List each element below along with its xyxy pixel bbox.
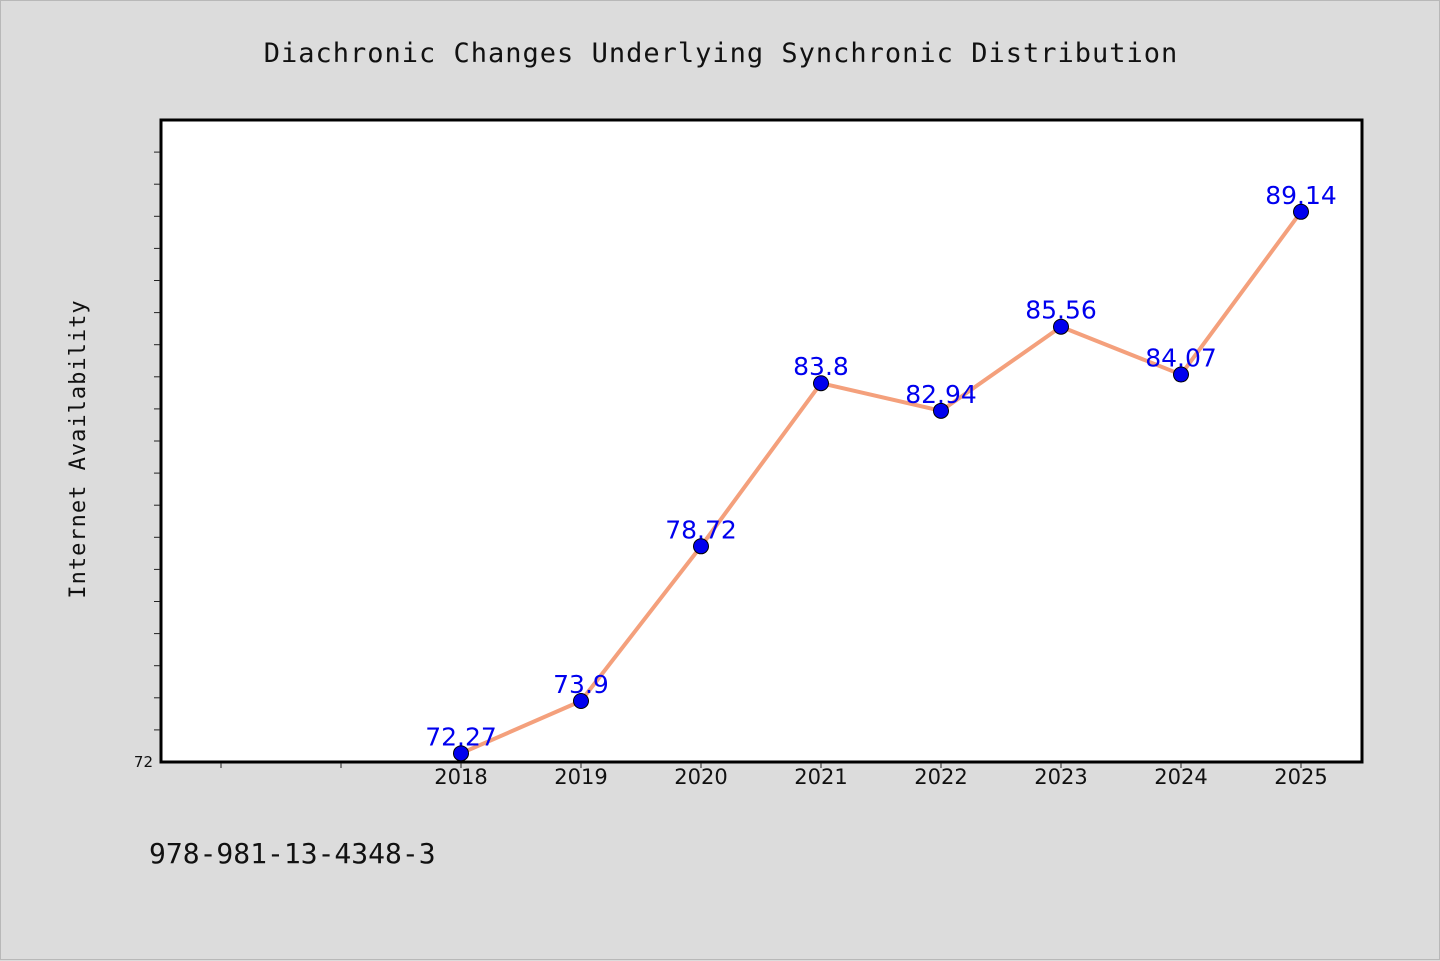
x-tick-label-2021: 2021 (794, 765, 847, 789)
x-tick-label-2023: 2023 (1034, 765, 1087, 789)
data-point-2021 (813, 375, 829, 392)
plot-area (159, 118, 1364, 764)
data-label-2018: 72.27 (425, 722, 497, 751)
footnote-isbn: 978-981-13-4348-3 (149, 837, 436, 870)
data-point-2019 (573, 693, 589, 710)
data-point-2022 (933, 402, 949, 419)
x-tick-label-2020: 2020 (674, 765, 727, 789)
data-point-2020 (693, 538, 709, 555)
data-point-2018 (453, 745, 469, 762)
x-tick-label-2022: 2022 (914, 765, 967, 789)
data-point-2023 (1053, 318, 1069, 335)
data-label-2023: 85.56 (1025, 296, 1097, 325)
chart-title: Diachronic Changes Underlying Synchronic… (264, 38, 1179, 69)
data-point-2025 (1293, 203, 1309, 220)
x-axis-labels: 2018 2019 2020 2021 2022 2023 2024 2025 (434, 765, 1327, 789)
data-label-2022: 82.94 (905, 380, 977, 409)
data-labels: 72.27 73.9 78.72 83.8 82.94 85.56 84.07 89.14 (425, 181, 1337, 752)
x-tick-label-2025: 2025 (1274, 765, 1327, 789)
x-axis-ticks (220, 763, 1302, 768)
series-line (460, 210, 1303, 756)
x-tick-label-2018: 2018 (434, 765, 487, 789)
y-axis-label: Internet Availability (66, 299, 91, 598)
series-line-group (460, 210, 1303, 756)
y-axis-ticks (154, 151, 160, 731)
series-markers (453, 203, 1309, 762)
y-tick-label-min: 72 (134, 753, 153, 771)
data-label-2019: 73.9 (553, 670, 609, 699)
data-label-2020: 78.72 (665, 515, 737, 544)
data-label-2021: 83.8 (793, 352, 849, 381)
data-point-2024 (1173, 366, 1189, 383)
x-tick-label-2024: 2024 (1154, 765, 1207, 789)
data-label-2025: 89.14 (1265, 181, 1337, 210)
x-tick-label-2019: 2019 (554, 765, 607, 789)
data-label-2024: 84.07 (1145, 344, 1217, 373)
